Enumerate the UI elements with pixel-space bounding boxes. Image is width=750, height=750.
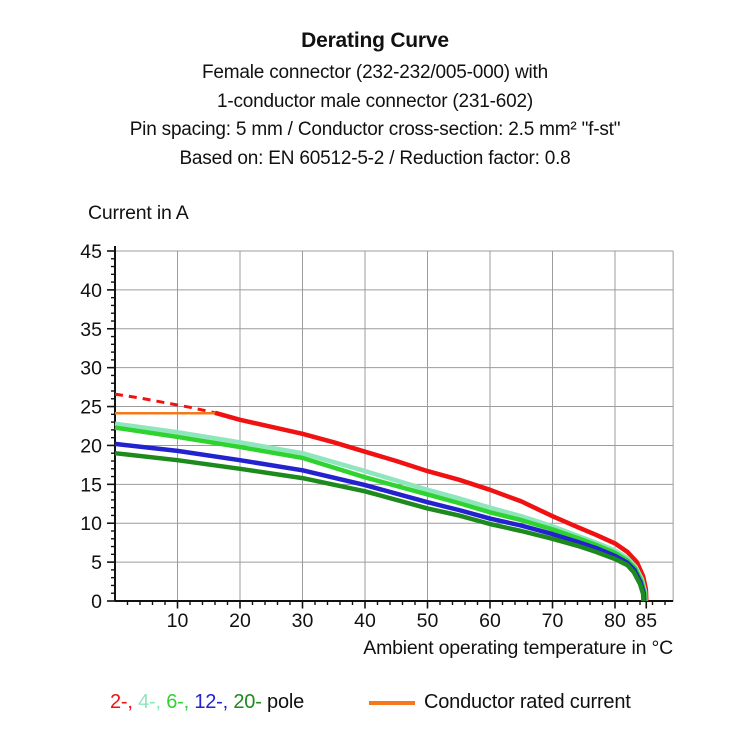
- legend-pole-entry: 4-,: [138, 691, 167, 713]
- y-tick-label: 45: [80, 241, 102, 263]
- rated-current-line-swatch: [369, 700, 415, 705]
- subtitle-line-4: Based on: EN 60512-5-2 / Reduction facto…: [179, 147, 571, 169]
- x-tick-label: 80: [604, 610, 626, 632]
- x-tick-label: 50: [417, 610, 439, 632]
- legend-pole-entry: 2-,: [110, 691, 139, 713]
- x-tick-label: 85: [635, 610, 657, 632]
- legend-rated-current: Conductor rated current: [369, 691, 631, 714]
- rated-current-label: Conductor rated current: [424, 691, 631, 713]
- series-4-pole: [114, 421, 648, 602]
- x-tick-label: 60: [479, 610, 501, 632]
- x-tick-label: 40: [354, 610, 376, 632]
- title-block: Derating Curve Female connector (232-232…: [0, 28, 750, 173]
- legend-pole-entry: 12-,: [194, 691, 234, 713]
- series-20-pole: [114, 450, 646, 602]
- series-2-pole: [214, 410, 649, 602]
- y-tick-label: 25: [80, 397, 102, 419]
- x-tick-label: 70: [542, 610, 564, 632]
- y-tick-label: 15: [80, 474, 102, 496]
- subtitle-line-3: Pin spacing: 5 mm / Conductor cross-sect…: [129, 119, 621, 141]
- subtitle-line-2: 1-conductor male connector (231-602): [217, 90, 533, 112]
- x-tick-label: 20: [229, 610, 251, 632]
- legend-pole-counts: 2-, 4-, 6-, 12-, 20- pole: [110, 691, 304, 714]
- subtitle-line-1: Female connector (232-232/005-000) with: [201, 62, 548, 83]
- x-tick-label: 30: [292, 610, 314, 632]
- legend-pole-entry: 6-,: [166, 691, 195, 713]
- y-tick-label: 10: [80, 513, 102, 535]
- series-2-pole-extrapolation-dashed-: [114, 392, 216, 415]
- y-tick-label: 0: [91, 591, 102, 613]
- y-tick-label: 5: [91, 552, 102, 574]
- y-tick-label: 30: [80, 358, 102, 380]
- chart-title: Derating Curve: [301, 29, 449, 52]
- y-tick-label: 20: [80, 435, 102, 457]
- y-tick-label: 40: [80, 280, 102, 302]
- legend-pole-entry: 20-: [233, 691, 262, 713]
- legend-pole-suffix: pole: [261, 691, 305, 713]
- y-axis-title: Current in A: [88, 202, 189, 224]
- y-tick-label: 35: [80, 319, 102, 341]
- x-axis-label: Ambient operating temperature in °C: [363, 637, 673, 659]
- x-tick-label: 10: [167, 610, 189, 632]
